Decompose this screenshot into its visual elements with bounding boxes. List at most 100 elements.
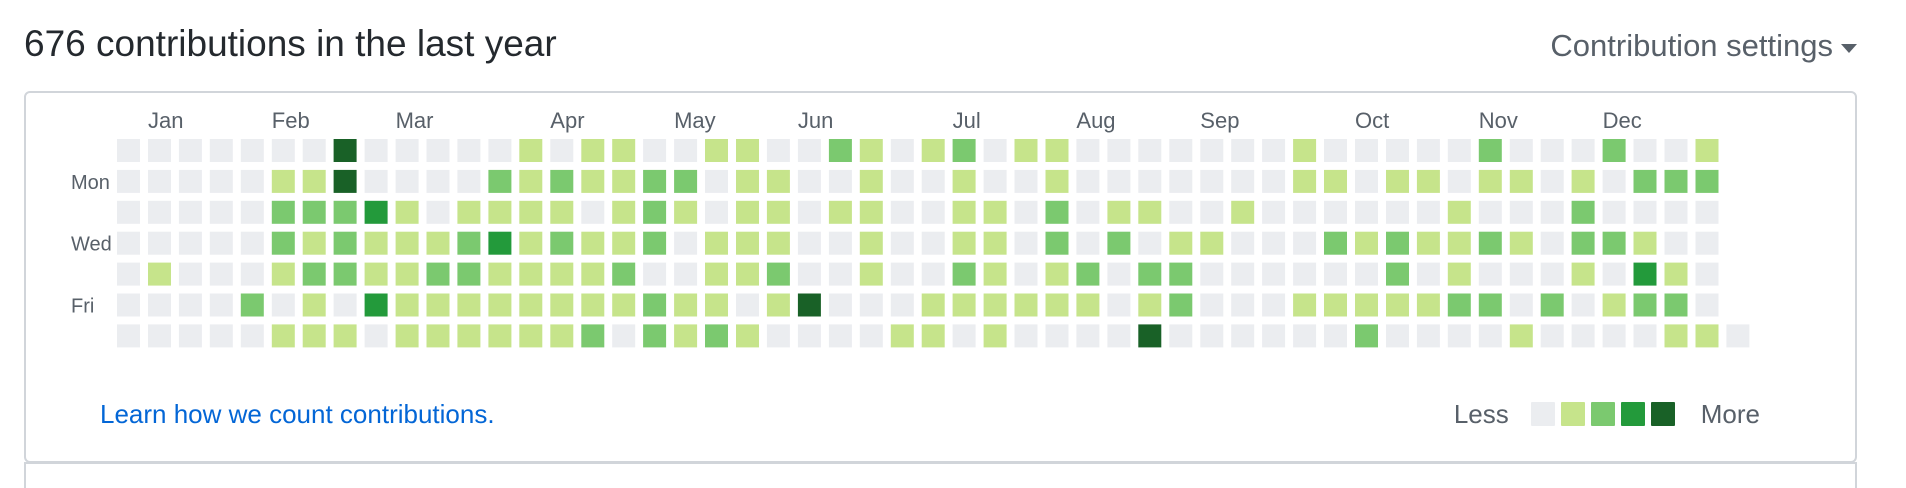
contribution-day-cell[interactable] <box>550 231 574 255</box>
contribution-day-cell[interactable] <box>1386 200 1409 224</box>
contribution-day-cell[interactable] <box>1138 169 1162 193</box>
contribution-day-cell[interactable] <box>705 169 728 193</box>
contribution-day-cell[interactable] <box>148 293 171 317</box>
contribution-day-cell[interactable] <box>178 200 202 224</box>
contribution-day-cell[interactable] <box>828 324 852 348</box>
contribution-day-cell[interactable] <box>797 231 821 255</box>
contribution-day-cell[interactable] <box>705 293 728 317</box>
contribution-day-cell[interactable] <box>1664 262 1688 286</box>
contribution-day-cell[interactable] <box>766 293 790 317</box>
contribution-day-cell[interactable] <box>271 324 295 348</box>
contribution-day-cell[interactable] <box>1633 262 1657 286</box>
contribution-day-cell[interactable] <box>1293 293 1317 317</box>
contribution-day-cell[interactable] <box>1293 139 1317 162</box>
contribution-day-cell[interactable] <box>457 262 481 286</box>
contribution-day-cell[interactable] <box>828 169 852 193</box>
contribution-day-cell[interactable] <box>1540 200 1564 224</box>
contribution-day-cell[interactable] <box>333 262 357 286</box>
contribution-day-cell[interactable] <box>1386 139 1409 162</box>
contribution-day-cell[interactable] <box>643 231 667 255</box>
contribution-day-cell[interactable] <box>364 231 388 255</box>
contribution-day-cell[interactable] <box>1107 139 1131 162</box>
contribution-day-cell[interactable] <box>333 231 357 255</box>
contribution-day-cell[interactable] <box>1262 293 1286 317</box>
contribution-day-cell[interactable] <box>1664 231 1688 255</box>
contribution-day-cell[interactable] <box>1447 293 1471 317</box>
contribution-day-cell[interactable] <box>1045 231 1069 255</box>
contribution-day-cell[interactable] <box>952 262 976 286</box>
contribution-day-cell[interactable] <box>1602 324 1626 348</box>
contribution-day-cell[interactable] <box>581 324 605 348</box>
contribution-day-cell[interactable] <box>890 139 914 162</box>
contribution-day-cell[interactable] <box>859 231 883 255</box>
contribution-day-cell[interactable] <box>178 169 202 193</box>
contribution-day-cell[interactable] <box>674 293 698 317</box>
contribution-day-cell[interactable] <box>302 231 326 255</box>
contribution-day-cell[interactable] <box>1478 200 1502 224</box>
contribution-day-cell[interactable] <box>1355 200 1378 224</box>
contribution-day-cell[interactable] <box>1355 139 1378 162</box>
contribution-day-cell[interactable] <box>766 200 790 224</box>
contribution-day-cell[interactable] <box>1324 200 1347 224</box>
contribution-day-cell[interactable] <box>1478 262 1502 286</box>
contribution-day-cell[interactable] <box>1602 262 1626 286</box>
contribution-day-cell[interactable] <box>550 262 574 286</box>
contribution-day-cell[interactable] <box>983 231 1007 255</box>
contribution-day-cell[interactable] <box>1509 169 1533 193</box>
contribution-day-cell[interactable] <box>1014 293 1038 317</box>
contribution-day-cell[interactable] <box>209 169 233 193</box>
contribution-day-cell[interactable] <box>1138 200 1162 224</box>
contribution-day-cell[interactable] <box>1169 169 1193 193</box>
contribution-day-cell[interactable] <box>859 324 883 348</box>
contribution-day-cell[interactable] <box>240 231 264 255</box>
contribution-day-cell[interactable] <box>457 200 481 224</box>
contribution-day-cell[interactable] <box>1509 324 1533 348</box>
contribution-day-cell[interactable] <box>797 324 821 348</box>
contribution-day-cell[interactable] <box>952 200 976 224</box>
contribution-day-cell[interactable] <box>395 324 419 348</box>
contribution-day-cell[interactable] <box>952 231 976 255</box>
contribution-day-cell[interactable] <box>890 293 914 317</box>
contribution-day-cell[interactable] <box>1386 293 1409 317</box>
contribution-day-cell[interactable] <box>1014 139 1038 162</box>
contribution-day-cell[interactable] <box>1045 293 1069 317</box>
contribution-day-cell[interactable] <box>1169 139 1193 162</box>
contribution-day-cell[interactable] <box>1447 231 1471 255</box>
contribution-day-cell[interactable] <box>1014 231 1038 255</box>
contribution-day-cell[interactable] <box>426 139 450 162</box>
contribution-day-cell[interactable] <box>519 293 543 317</box>
contribution-day-cell[interactable] <box>890 200 914 224</box>
contribution-day-cell[interactable] <box>674 139 698 162</box>
contribution-day-cell[interactable] <box>271 200 295 224</box>
contribution-day-cell[interactable] <box>1355 262 1378 286</box>
contribution-day-cell[interactable] <box>1509 231 1533 255</box>
contribution-day-cell[interactable] <box>1633 169 1657 193</box>
contribution-day-cell[interactable] <box>983 293 1007 317</box>
contribution-day-cell[interactable] <box>983 262 1007 286</box>
contribution-day-cell[interactable] <box>1664 169 1688 193</box>
contribution-day-cell[interactable] <box>488 262 512 286</box>
contribution-day-cell[interactable] <box>1262 262 1286 286</box>
contribution-day-cell[interactable] <box>519 200 543 224</box>
contribution-day-cell[interactable] <box>117 169 140 193</box>
contribution-day-cell[interactable] <box>1386 262 1409 286</box>
contribution-day-cell[interactable] <box>240 293 264 317</box>
contribution-day-cell[interactable] <box>148 231 171 255</box>
contribution-day-cell[interactable] <box>1045 262 1069 286</box>
contribution-day-cell[interactable] <box>1169 231 1193 255</box>
contribution-day-cell[interactable] <box>519 231 543 255</box>
contribution-day-cell[interactable] <box>736 139 759 162</box>
contribution-day-cell[interactable] <box>488 200 512 224</box>
contribution-day-cell[interactable] <box>1169 324 1193 348</box>
contribution-day-cell[interactable] <box>1571 139 1595 162</box>
contribution-day-cell[interactable] <box>766 262 790 286</box>
contribution-day-cell[interactable] <box>364 200 388 224</box>
contribution-day-cell[interactable] <box>1695 262 1719 286</box>
contribution-day-cell[interactable] <box>952 139 976 162</box>
contribution-day-cell[interactable] <box>612 139 636 162</box>
contribution-day-cell[interactable] <box>797 262 821 286</box>
contribution-day-cell[interactable] <box>117 231 140 255</box>
contribution-day-cell[interactable] <box>921 200 945 224</box>
contribution-day-cell[interactable] <box>364 139 388 162</box>
contribution-day-cell[interactable] <box>1262 324 1286 348</box>
